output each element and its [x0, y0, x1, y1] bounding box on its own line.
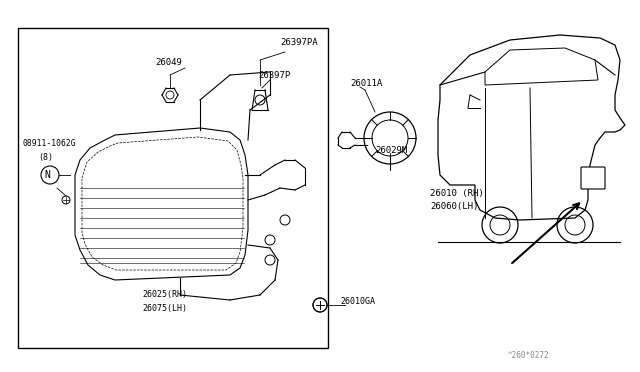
Text: 26075(LH): 26075(LH)	[142, 304, 187, 312]
Text: 26029M: 26029M	[375, 145, 407, 154]
Text: 26011A: 26011A	[350, 78, 382, 87]
FancyBboxPatch shape	[18, 28, 328, 348]
Text: 26025(RH): 26025(RH)	[142, 291, 187, 299]
Text: N: N	[44, 170, 50, 180]
Text: (8): (8)	[38, 153, 53, 161]
Text: 26049: 26049	[155, 58, 182, 67]
Text: 26060(LH): 26060(LH)	[430, 202, 478, 211]
Text: ^260*0272: ^260*0272	[508, 350, 550, 359]
Text: 08911-1062G: 08911-1062G	[22, 138, 76, 148]
Text: 26397P: 26397P	[258, 71, 291, 80]
FancyBboxPatch shape	[581, 167, 605, 189]
Text: 26397PA: 26397PA	[280, 38, 317, 46]
Text: 26010 (RH): 26010 (RH)	[430, 189, 484, 198]
Text: 26010GA: 26010GA	[340, 298, 375, 307]
